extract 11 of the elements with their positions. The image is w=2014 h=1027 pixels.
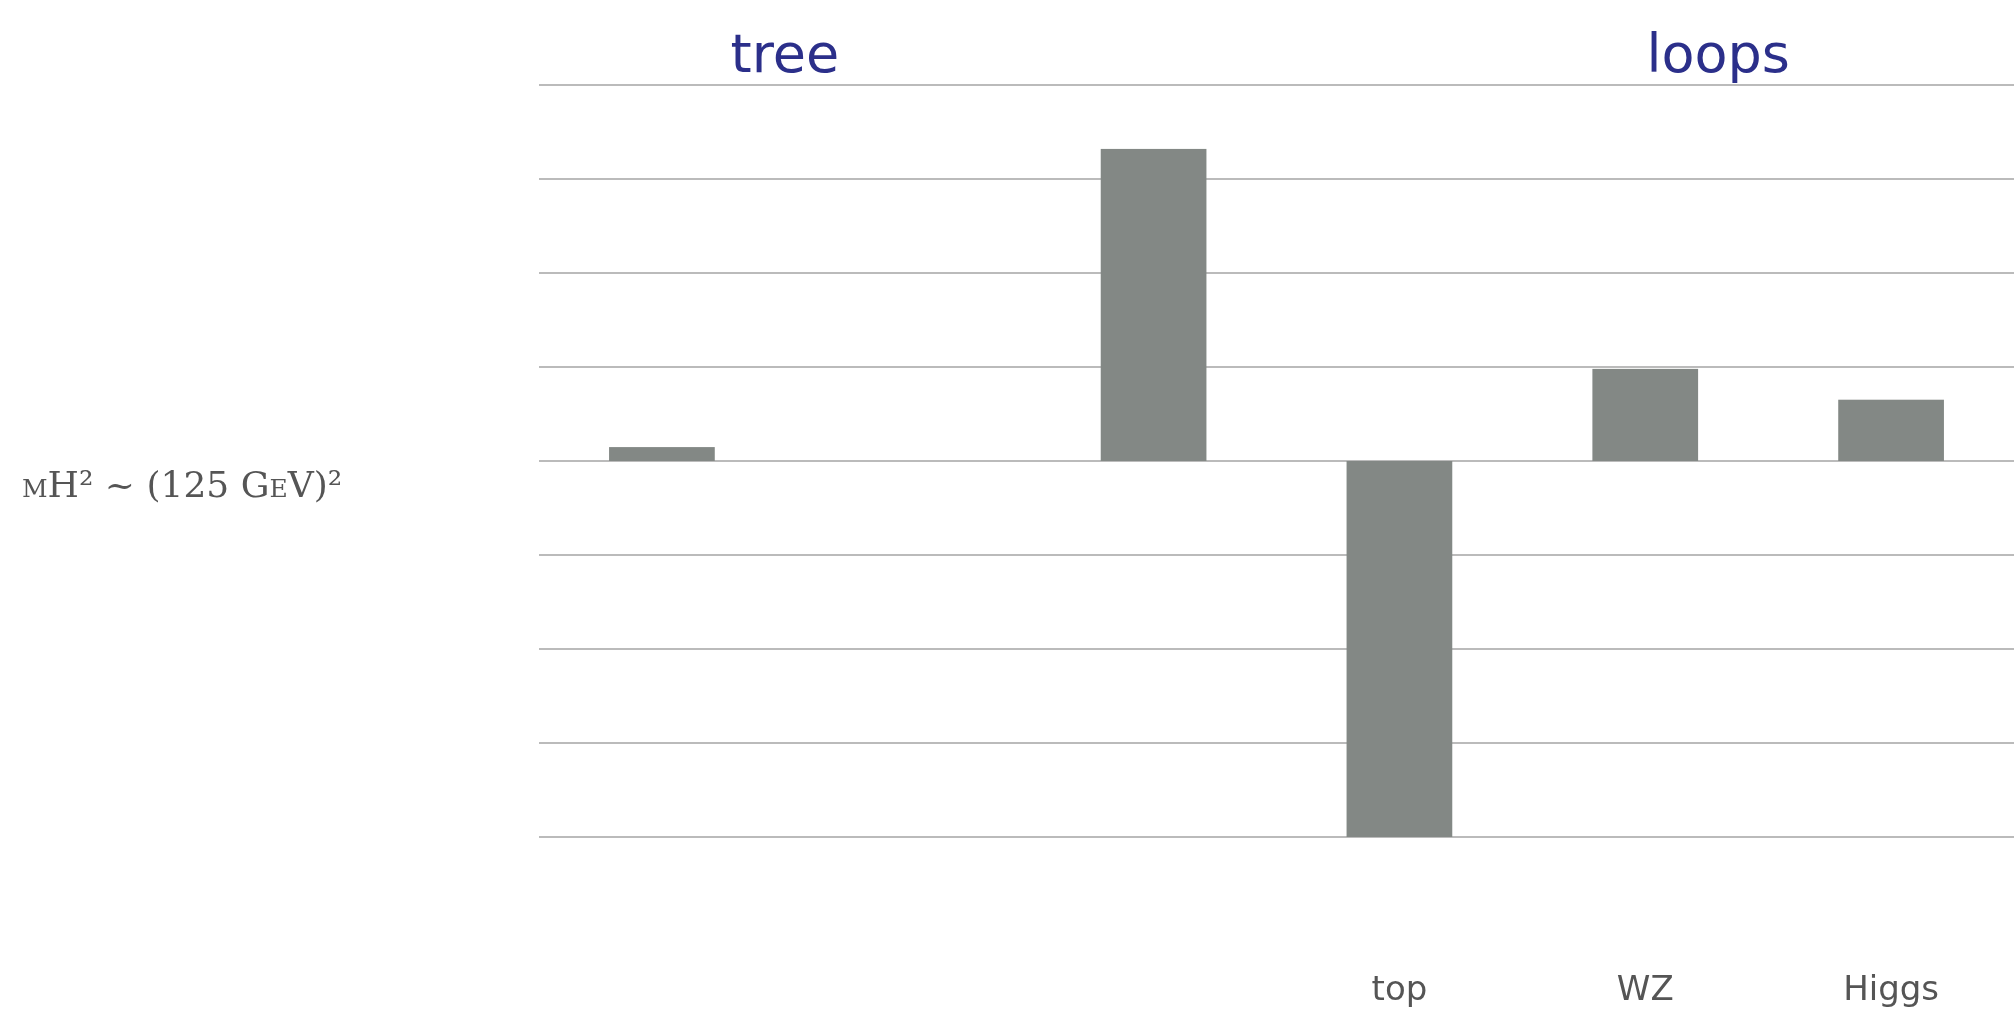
- bar: [1838, 399, 1944, 461]
- bar: [1346, 461, 1453, 837]
- text: tree: [730, 22, 840, 85]
- x-tick-label: Higgs: [1843, 968, 1940, 1008]
- bar: [1592, 368, 1699, 461]
- text: mH² ~ (125 GeV)²: [22, 464, 343, 505]
- bar: [1100, 148, 1207, 461]
- text: loops: [1646, 22, 1790, 85]
- x-tick-label: top: [1371, 968, 1428, 1008]
- bar: [609, 447, 715, 461]
- x-tick-label: WZ: [1616, 968, 1674, 1008]
